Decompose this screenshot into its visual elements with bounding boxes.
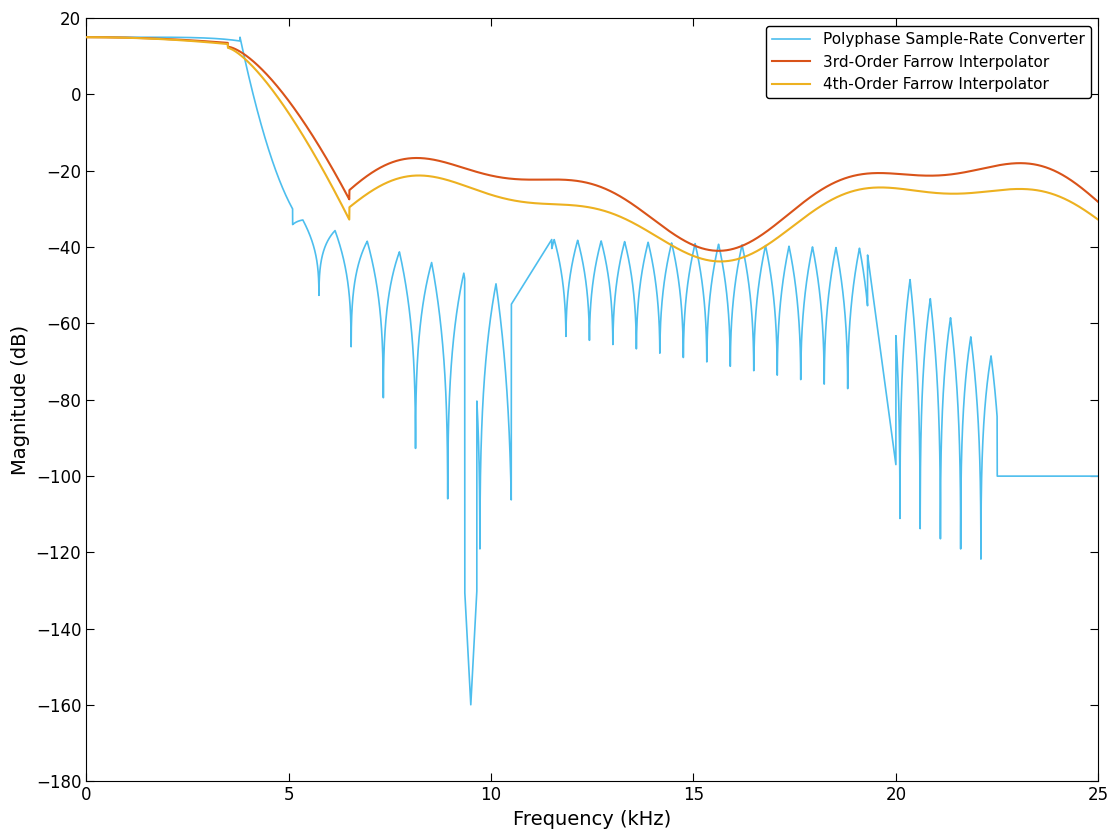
Y-axis label: Magnitude (dB): Magnitude (dB) (11, 325, 30, 475)
3rd-Order Farrow Interpolator (712, 246, 726, 256)
4th-Order Farrow Interpolator (691, 253, 704, 263)
4th-Order Farrow Interpolator (332, 193, 345, 203)
Polyphase Sample-Rate Converter (729, 273, 743, 283)
X-axis label: Frequency (kHz): Frequency (kHz) (513, 810, 671, 829)
Legend: Polyphase Sample-Rate Converter, 3rd-Order Farrow Interpolator, 4th-Order Farrow: Polyphase Sample-Rate Converter, 3rd-Ord… (766, 26, 1091, 98)
4th-Order Farrow Interpolator (804, 207, 818, 218)
Polyphase Sample-Rate Converter (1092, 471, 1105, 481)
Line: 4th-Order Farrow Interpolator: 4th-Order Farrow Interpolator (86, 37, 1099, 261)
Line: Polyphase Sample-Rate Converter: Polyphase Sample-Rate Converter (86, 37, 1099, 705)
Polyphase Sample-Rate Converter (558, 301, 571, 311)
Polyphase Sample-Rate Converter (1026, 471, 1039, 481)
4th-Order Farrow Interpolator (729, 255, 743, 265)
Polyphase Sample-Rate Converter (464, 700, 477, 710)
4th-Order Farrow Interpolator (1026, 185, 1039, 195)
Polyphase Sample-Rate Converter (692, 254, 706, 264)
3rd-Order Farrow Interpolator (80, 32, 93, 42)
Polyphase Sample-Rate Converter (80, 32, 93, 42)
4th-Order Farrow Interpolator (1092, 215, 1105, 225)
Line: 3rd-Order Farrow Interpolator: 3rd-Order Farrow Interpolator (86, 37, 1099, 251)
4th-Order Farrow Interpolator (80, 32, 93, 42)
3rd-Order Farrow Interpolator (729, 243, 743, 253)
4th-Order Farrow Interpolator (558, 200, 571, 210)
4th-Order Farrow Interpolator (713, 256, 727, 266)
3rd-Order Farrow Interpolator (691, 242, 704, 252)
Polyphase Sample-Rate Converter (804, 249, 818, 260)
3rd-Order Farrow Interpolator (804, 192, 818, 202)
Polyphase Sample-Rate Converter (332, 235, 345, 245)
3rd-Order Farrow Interpolator (558, 175, 571, 185)
3rd-Order Farrow Interpolator (1026, 159, 1039, 169)
3rd-Order Farrow Interpolator (1092, 197, 1105, 207)
3rd-Order Farrow Interpolator (332, 174, 345, 184)
